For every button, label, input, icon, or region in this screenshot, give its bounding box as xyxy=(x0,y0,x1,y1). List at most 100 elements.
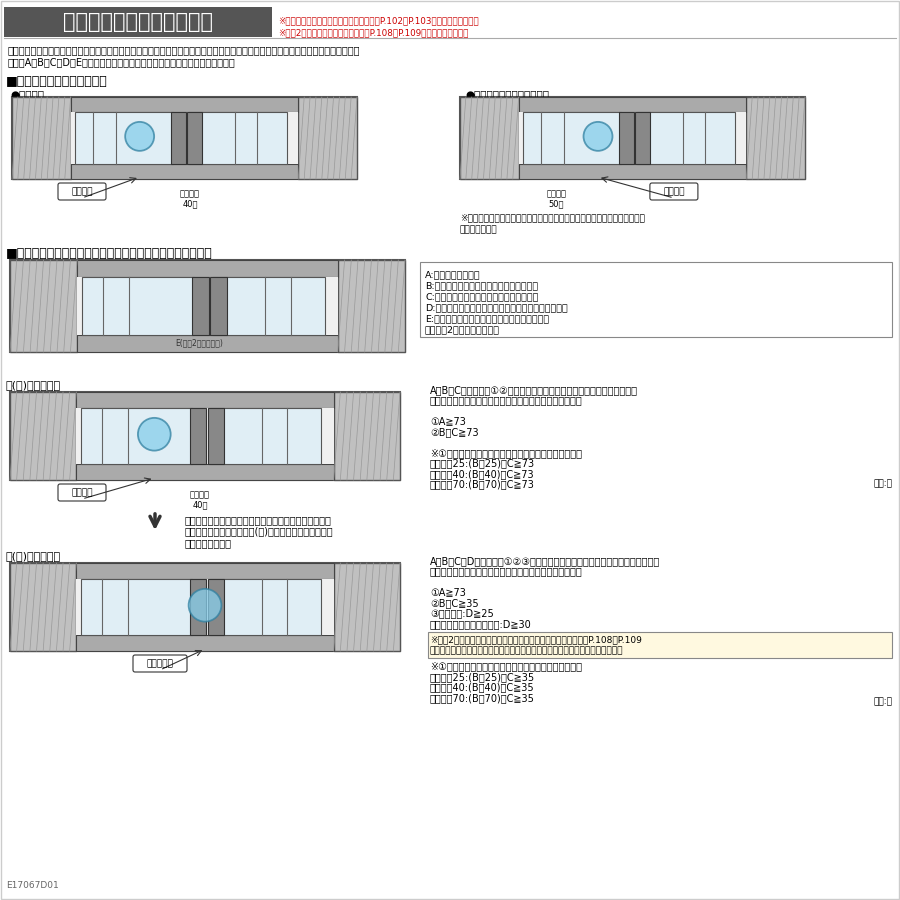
Text: ●テラス・ランマ通しタイプ: ●テラス・ランマ通しタイプ xyxy=(465,89,549,99)
Text: 戸先錠仕様は引き残しがあります。内窓の取付け位置により、外窓のクレセントの柄が内窓と干渉し施解錠できない場合があります。: 戸先錠仕様は引き残しがあります。内窓の取付け位置により、外窓のクレセントの柄が内… xyxy=(8,45,361,55)
Bar xyxy=(210,276,227,336)
Circle shape xyxy=(125,122,154,151)
Text: ※偏芯2枚建の場合の引き残し寸法はP.108・P.109をご参照ください。: ※偏芯2枚建の場合の引き残し寸法はP.108・P.109をご参照ください。 xyxy=(278,28,469,37)
Bar xyxy=(10,392,76,480)
Text: A・B・Cを測定し、①②の条件を満たしていれば、クレセント施解錠時に: A・B・Cを測定し、①②の条件を満たしていれば、クレセント施解錠時に xyxy=(430,385,638,395)
Text: B:内召し框からの木額縁室内面までの距離: B:内召し框からの木額縁室内面までの距離 xyxy=(425,281,538,290)
Bar xyxy=(460,97,805,179)
FancyBboxPatch shape xyxy=(58,484,106,501)
Bar xyxy=(12,97,357,179)
Text: ①A≧73: ①A≧73 xyxy=(430,588,466,598)
Text: 外窓クレセントの柄が内窓にぶつかることはありません。: 外窓クレセントの柄が内窓にぶつかることはありません。 xyxy=(430,395,583,406)
Bar xyxy=(523,112,621,164)
Bar xyxy=(81,579,192,635)
Text: ふかし枠25:(B＋25)－C≧73: ふかし枠25:(B＋25)－C≧73 xyxy=(430,458,536,469)
Text: ■戸先錠引き残しによる干渉: ■戸先錠引き残しによる干渉 xyxy=(6,75,108,88)
Bar xyxy=(76,112,173,164)
Bar xyxy=(76,579,334,635)
Text: D:クレセント柄の側面から内召合せ框中心までの距離: D:クレセント柄の側面から内召合せ框中心までの距離 xyxy=(425,303,568,312)
Bar xyxy=(746,97,805,179)
FancyBboxPatch shape xyxy=(133,655,187,672)
Bar xyxy=(70,112,299,164)
Text: 引き残し
50㎜: 引き残し 50㎜ xyxy=(546,189,567,209)
Text: ①A≧73: ①A≧73 xyxy=(430,417,466,427)
Bar xyxy=(76,464,334,480)
Bar xyxy=(187,112,202,164)
Text: ※図はテラスタイプです。ランマ通しタイプの引き残し寸法はテラスタイプ: ※図はテラスタイプです。ランマ通しタイプの引き残し寸法はテラスタイプ xyxy=(460,213,645,222)
FancyBboxPatch shape xyxy=(58,183,106,200)
Bar xyxy=(208,579,224,635)
Bar xyxy=(10,260,77,352)
Text: A・B・C・Dを測定し、①②③の条件を満たしていれば、クレセント施解錠時に: A・B・C・Dを測定し、①②③の条件を満たしていれば、クレセント施解錠時に xyxy=(430,556,661,566)
Bar xyxy=(10,563,400,651)
Bar xyxy=(637,112,735,164)
Bar xyxy=(334,563,400,651)
FancyBboxPatch shape xyxy=(650,183,698,200)
Text: 単位:㎜: 単位:㎜ xyxy=(873,480,892,489)
Text: ふかし枠40:(B＋40)－C≧73: ふかし枠40:(B＋40)－C≧73 xyxy=(430,469,535,479)
Text: ●窓タイプ: ●窓タイプ xyxy=(10,89,44,99)
Bar xyxy=(518,97,746,112)
Bar xyxy=(76,563,334,579)
Bar xyxy=(210,579,320,635)
Bar xyxy=(10,260,405,352)
Text: E:クレセント柄の側面から開口の端までの距離: E:クレセント柄の側面から開口の端までの距離 xyxy=(425,314,549,323)
Text: ※①で木額縁の見込が足りず、ふかし枠を使用した場合: ※①で木額縁の見込が足りず、ふかし枠を使用した場合 xyxy=(430,448,582,458)
Text: D: D xyxy=(215,312,223,322)
Text: ふかし枠70:(B＋70)－C≧73: ふかし枠70:(B＋70)－C≧73 xyxy=(430,480,535,490)
Text: ※①で木額縁の見込が足りず、ふかし枠を使用した場合: ※①で木額縁の見込が足りず、ふかし枠を使用した場合 xyxy=(430,662,582,671)
Text: 外窓クレセントの柄が内窓にぶつかることはありません。: 外窓クレセントの柄が内窓にぶつかることはありません。 xyxy=(430,566,583,577)
Text: と同じです。: と同じです。 xyxy=(460,225,498,234)
Bar xyxy=(190,579,206,635)
Bar xyxy=(83,276,194,336)
Bar xyxy=(76,392,334,408)
Bar xyxy=(208,408,224,464)
Text: ②B－C≧73: ②B－C≧73 xyxy=(430,427,479,437)
Bar xyxy=(338,260,405,352)
Bar xyxy=(77,276,338,336)
Text: 単位:㎜: 単位:㎜ xyxy=(873,697,892,706)
Text: 引き残し
40㎜: 引き残し 40㎜ xyxy=(190,490,210,509)
Bar xyxy=(12,97,70,179)
Text: 戸先錠仕様採用時のご注意: 戸先錠仕様採用時のご注意 xyxy=(63,12,213,32)
Text: ふかし枠40:(B＋40)－C≧35: ふかし枠40:(B＋40)－C≧35 xyxy=(430,682,535,692)
Bar xyxy=(81,408,192,464)
Text: ※クレセント仕様の引き残しについては、P.102・P.103をご参照ください。: ※クレセント仕様の引き残しについては、P.102・P.103をご参照ください。 xyxy=(278,16,479,25)
Text: 干渉する: 干渉する xyxy=(663,187,685,196)
Text: テラス・ランマ通しタイプ:D≧30: テラス・ランマ通しタイプ:D≧30 xyxy=(430,619,532,629)
Text: 引き残し
40㎜: 引き残し 40㎜ xyxy=(180,189,200,209)
Text: ふかし枠70:(B＋70)－C≧35: ふかし枠70:(B＋70)－C≧35 xyxy=(430,693,535,703)
Bar xyxy=(619,112,634,164)
Bar xyxy=(190,408,206,464)
Bar xyxy=(4,7,272,37)
Bar xyxy=(171,112,185,164)
Text: 干渉する: 干渉する xyxy=(71,187,93,196)
Text: ③窓タイプ:D≧25: ③窓タイプ:D≧25 xyxy=(430,608,494,618)
Bar xyxy=(70,164,299,179)
Bar xyxy=(420,262,892,337)
Bar xyxy=(10,563,76,651)
Bar xyxy=(428,632,892,658)
Circle shape xyxy=(189,589,221,622)
Bar xyxy=(518,164,746,179)
Bar xyxy=(76,635,334,651)
Text: 以下のA・B・C・D・E寸法を採寸時に確認し、干渉を事前に回避してください。: 以下のA・B・C・D・E寸法を採寸時に確認し、干渉を事前に回避してください。 xyxy=(8,57,236,67)
Bar xyxy=(212,276,325,336)
Circle shape xyxy=(583,122,613,151)
Text: 額縁見込寸法が小さく、外窓のクレセントの柄が内窓に
ぶつかってしまう場合、逆(右)勝手にすると回避可能な
場合があります。: 額縁見込寸法が小さく、外窓のクレセントの柄が内窓に ぶつかってしまう場合、逆(右… xyxy=(185,515,334,548)
Text: ■戸先錠仕様　外窓クレセントの干渉回避　採寸のポイント: ■戸先錠仕様 外窓クレセントの干渉回避 採寸のポイント xyxy=(6,247,212,260)
Bar xyxy=(10,392,400,480)
Bar xyxy=(334,392,400,480)
Text: 干渉する: 干渉する xyxy=(71,488,93,497)
Bar xyxy=(76,408,334,464)
Bar xyxy=(634,112,650,164)
Bar xyxy=(518,112,746,164)
Circle shape xyxy=(138,418,171,451)
Text: C:クレセント柄の内召合せ框からの出寸法: C:クレセント柄の内召合せ框からの出寸法 xyxy=(425,292,538,301)
Bar xyxy=(70,97,299,112)
Text: ※偏芯2枚建で、外窓と内窓の召合せの中心を揃えない場合は、P.108・P.109
を参照しクレセントの柄が内窓の外召合せ框に干渉しないか確認してください。: ※偏芯2枚建で、外窓と内窓の召合せの中心を揃えない場合は、P.108・P.109… xyxy=(430,635,642,655)
Bar xyxy=(460,97,518,179)
Text: E17067D01: E17067D01 xyxy=(6,881,58,890)
Bar xyxy=(192,276,209,336)
Text: 干渉しない: 干渉しない xyxy=(147,659,174,668)
